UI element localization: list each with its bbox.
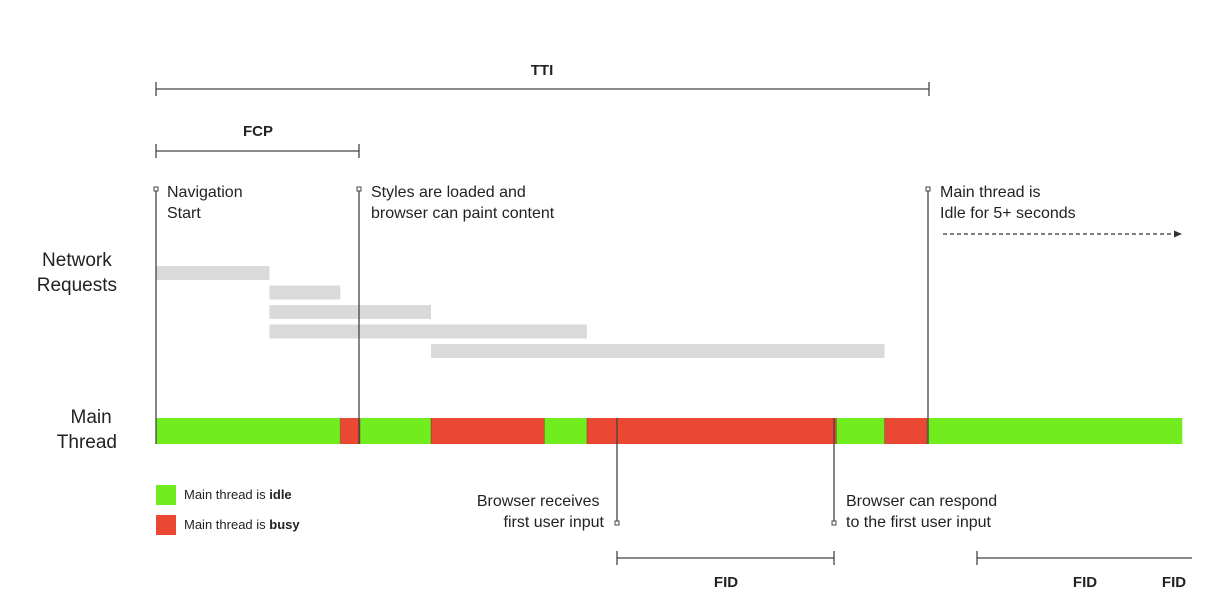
styles-loaded-annotation: Styles are loaded and browser can paint … [371, 184, 555, 222]
first-input-marker [614, 418, 620, 526]
fid-label: FID [714, 574, 738, 591]
thread-busy-segment [430, 418, 545, 444]
network-request-bar [269, 305, 431, 319]
fid-label-right-1: FID [1073, 574, 1097, 591]
tti-label: TTI [531, 62, 554, 79]
thread-idle-segment [836, 418, 885, 444]
legend-idle-label: Main thread is idle [184, 487, 292, 502]
fid-label-right-2: FID [1162, 574, 1186, 591]
thread-idle-segment [544, 418, 587, 444]
can-respond-annotation: Browser can respond to the first user in… [846, 493, 1002, 531]
fcp-bracket: FCP [155, 123, 360, 158]
navigation-start-marker [153, 186, 159, 444]
thread-busy-segment [884, 418, 928, 444]
fcp-label: FCP [243, 123, 273, 140]
thread-idle-segment [156, 418, 341, 444]
thread-idle-segment [360, 418, 431, 444]
navigation-start-annotation: Navigation Start [167, 184, 247, 222]
main-idle-annotation: Main thread is Idle for 5+ seconds [940, 184, 1076, 222]
idle-continues-arrow [943, 230, 1182, 238]
network-requests [156, 266, 885, 358]
legend-busy-swatch [156, 515, 176, 535]
legend-idle-swatch [156, 485, 176, 505]
styles-loaded-marker [356, 186, 362, 444]
thread-busy-segment [340, 418, 361, 444]
thread-busy-segment [586, 418, 837, 444]
network-requests-label: Network Requests [37, 250, 117, 296]
fid-bracket: FID [616, 551, 835, 591]
legend: Main thread is idle Main thread is busy [156, 485, 300, 535]
main-thread-label: Main Thread [57, 407, 117, 453]
main-thread-bar [156, 418, 1183, 444]
network-request-bar [269, 285, 341, 300]
tti-bracket: TTI [155, 62, 930, 96]
network-request-bar [156, 266, 270, 280]
main-idle-marker [925, 186, 931, 444]
first-input-annotation: Browser receives first user input [477, 493, 605, 531]
response-marker [831, 418, 837, 526]
network-request-bar [430, 344, 885, 358]
fid-bracket-right: FID FID [976, 551, 1192, 591]
network-request-bar [269, 324, 587, 339]
legend-busy-label: Main thread is busy [184, 517, 300, 532]
thread-idle-segment [927, 418, 1183, 444]
